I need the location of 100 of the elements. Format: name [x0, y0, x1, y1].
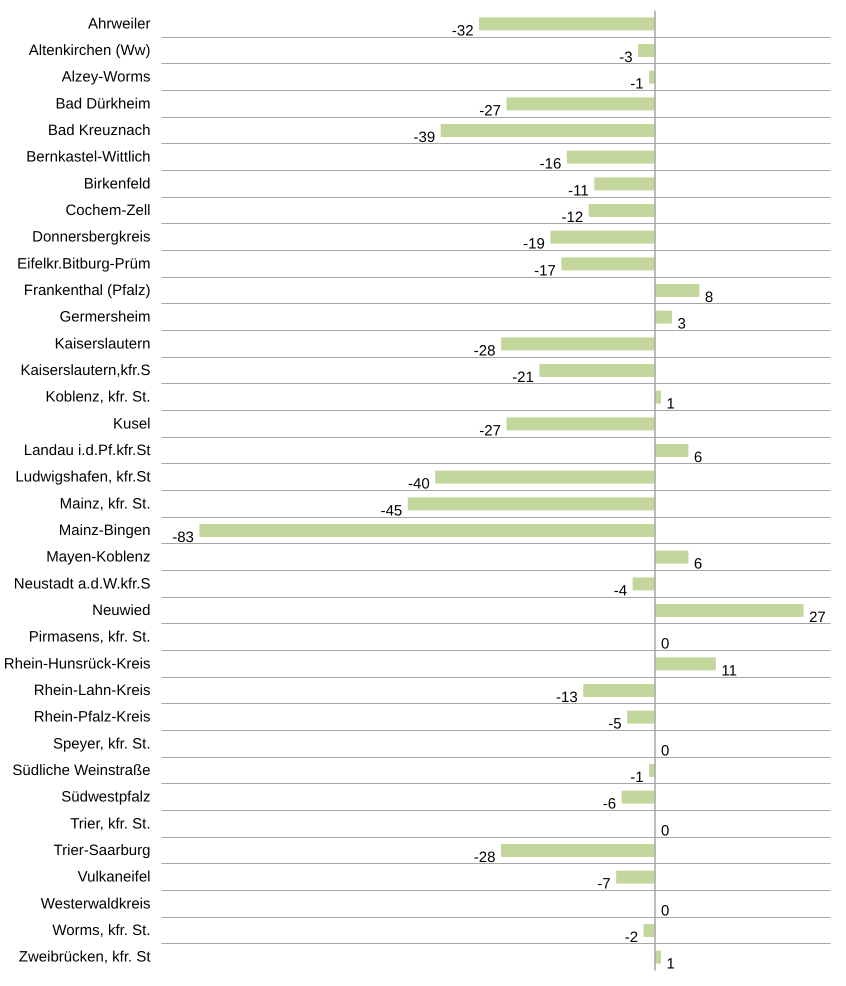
bar: [583, 684, 656, 697]
data-label: -3: [619, 49, 633, 66]
data-label: 0: [661, 902, 670, 920]
y-tick-label: Mayen-Koblenz: [46, 548, 151, 566]
bar: [654, 604, 804, 617]
data-label: 0: [661, 822, 670, 840]
data-label: -28: [474, 849, 496, 866]
data-label: -83: [172, 529, 194, 546]
bar: [654, 550, 688, 564]
bar: [644, 924, 656, 937]
y-tick-label: Mainz, kfr. St.: [60, 495, 150, 512]
y-tick-label: Kaiserslautern,kfr.S: [20, 362, 151, 379]
y-tick-label: Trier-Saarburg: [54, 842, 151, 859]
y-tick-label: Alzey-Worms: [62, 68, 151, 86]
data-label: -12: [562, 209, 584, 226]
y-tick-label: Vulkaneifel: [78, 868, 151, 886]
data-label: -32: [452, 22, 474, 40]
data-label: -27: [479, 422, 501, 440]
bar: [408, 497, 656, 510]
data-label: -2: [624, 929, 638, 946]
y-tick-label: Bernkastel-Wittlich: [26, 148, 151, 166]
bar: [435, 470, 656, 484]
bar: [654, 284, 700, 297]
y-tick-label: Pirmasens, kfr. St.: [28, 628, 151, 646]
data-label: -1: [630, 769, 644, 786]
data-label: 11: [721, 662, 737, 680]
bar: [539, 364, 656, 377]
y-tick-label: Rhein-Pfalz-Kreis: [34, 708, 151, 726]
y-tick-label: Germersheim: [60, 308, 151, 326]
y-tick-label: Cochem-Zell: [65, 202, 151, 219]
y-tick-label: Landau i.d.Pf.kfr.St: [24, 442, 152, 459]
bar: [627, 710, 656, 724]
bar: [506, 97, 656, 110]
y-tick-label: Frankenthal (Pfalz): [24, 282, 151, 299]
y-tick-label: Rhein-Hunsrück-Kreis: [4, 655, 151, 672]
data-label: 6: [694, 449, 702, 466]
y-tick-label: Mainz-Bingen: [58, 522, 151, 539]
data-label: -16: [540, 156, 562, 173]
data-label: 0: [661, 636, 670, 653]
bar: [654, 444, 688, 457]
data-label: 1: [666, 956, 675, 973]
data-label: -21: [512, 369, 534, 386]
bar: [500, 337, 656, 350]
y-tick-label: Bad Dürkheim: [55, 95, 151, 112]
data-label: -40: [408, 476, 430, 493]
bar: [500, 844, 656, 857]
data-label: -11: [568, 182, 589, 200]
data-label: -17: [534, 262, 556, 280]
data-label: -45: [380, 502, 402, 520]
data-label: -13: [556, 689, 578, 706]
y-tick-label: Bad Kreuznach: [48, 122, 151, 139]
y-tick-label: Ahrweiler: [88, 15, 151, 32]
y-tick-label: Koblenz, kfr. St.: [45, 388, 151, 406]
bar: [199, 524, 656, 537]
y-tick-label: Rhein-Lahn-Kreis: [34, 682, 151, 699]
bar: [616, 870, 656, 884]
y-tick-label: Zweibrücken, kfr. St: [18, 948, 152, 966]
bar: [479, 17, 656, 30]
y-tick-label: Birkenfeld: [84, 175, 150, 192]
y-tick-label: Kusel: [112, 415, 151, 432]
y-tick-label: Eifelkr.Bitburg-Prüm: [17, 255, 150, 272]
data-label: -6: [602, 796, 616, 813]
bar: [550, 230, 656, 244]
bar: [632, 577, 656, 590]
y-tick-label: Ludwigshafen, kfr.St: [15, 468, 152, 486]
y-tick-label: Neuwied: [92, 602, 151, 619]
bar: [566, 150, 656, 164]
bar: [588, 204, 656, 217]
y-tick-label: Worms, kfr. St.: [52, 922, 151, 939]
bar: [440, 124, 656, 137]
y-tick-label: Donnersbergkreis: [32, 228, 150, 246]
data-label: -27: [479, 102, 501, 120]
y-tick-label: Trier, kfr. St.: [70, 815, 151, 832]
data-label: 6: [694, 556, 702, 573]
bar: [622, 790, 656, 804]
data-label: 0: [661, 742, 670, 760]
bar: [638, 44, 656, 57]
y-tick-label: Kaiserslautern: [54, 335, 151, 352]
bar: [654, 310, 672, 324]
data-label: -39: [413, 129, 436, 146]
data-label: -28: [474, 342, 496, 360]
y-tick-label: Westerwaldkreis: [40, 895, 151, 912]
y-tick-label: Altenkirchen (Ww): [28, 42, 151, 59]
data-label: 1: [666, 396, 675, 413]
data-label: -5: [608, 716, 622, 733]
bar: [654, 657, 716, 670]
y-tick-label: Südwestpfalz: [61, 788, 150, 806]
data-label: -19: [523, 236, 545, 253]
data-label: -4: [614, 582, 628, 600]
data-label: -7: [597, 876, 611, 893]
y-tick-label: Speyer, kfr. St.: [52, 735, 151, 752]
y-tick-label: Südliche Weinstraße: [12, 762, 151, 779]
data-label: 8: [704, 289, 714, 306]
data-label: -1: [630, 76, 644, 93]
bar: [594, 177, 656, 190]
bar: [506, 417, 656, 430]
data-label: 3: [677, 316, 686, 333]
y-tick-label: Neustadt a.d.W.kfr.S: [14, 575, 151, 592]
data-label: 27: [809, 609, 826, 626]
bar: [561, 257, 656, 270]
